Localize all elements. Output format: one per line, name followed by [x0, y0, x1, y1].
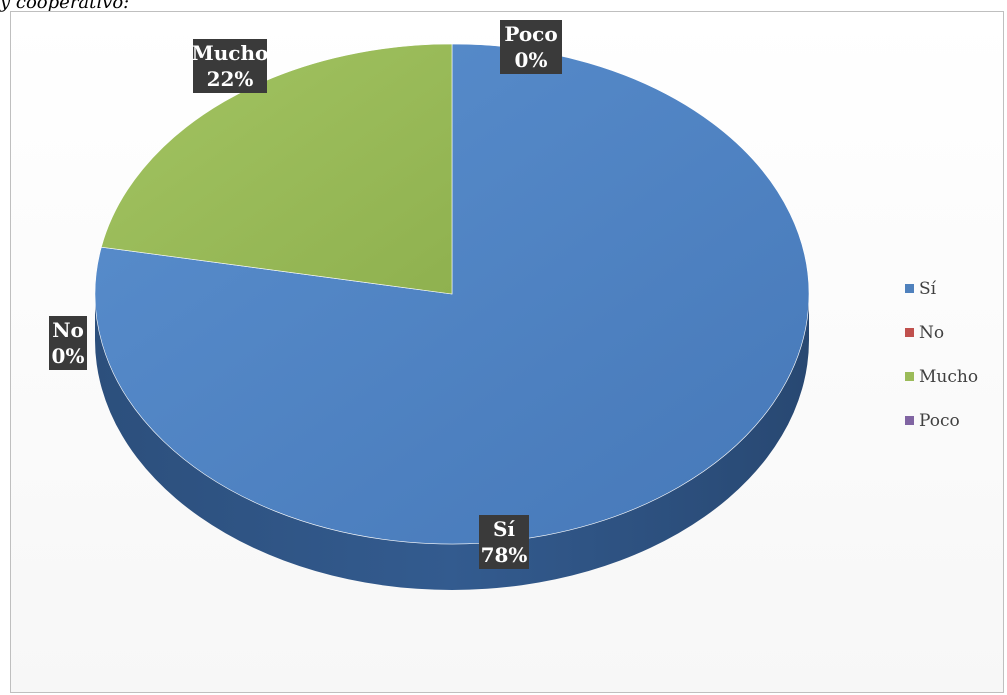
legend-swatch [905, 372, 914, 381]
pie-slice-2 [100, 43, 453, 295]
pie-side-layer [95, 294, 809, 590]
legend-label: Sí [919, 278, 937, 299]
data-label-percent: 0% [515, 48, 548, 72]
legend-label: Poco [919, 410, 960, 431]
pie-side-0 [95, 294, 809, 590]
data-label-category: Mucho [192, 41, 269, 65]
legend-item-3: Poco [905, 410, 978, 431]
legend-swatch [905, 416, 914, 425]
data-label-category: Poco [504, 22, 557, 46]
caption-text: y cooperativo: [0, 0, 130, 13]
data-label-box [49, 316, 87, 370]
data-label-category: No [52, 318, 84, 342]
legend-label: Mucho [919, 366, 979, 387]
chart-legend: Sí No Mucho Poco [905, 278, 978, 454]
data-label-percent: 78% [481, 543, 528, 567]
data-label-1: No0% [49, 316, 87, 370]
data-label-box [193, 39, 267, 93]
data-label-percent: 0% [52, 344, 85, 368]
legend-item-1: No [905, 322, 978, 343]
legend-item-2: Mucho [905, 366, 978, 387]
data-label-percent: 22% [207, 67, 254, 91]
legend-item-0: Sí [905, 278, 978, 299]
data-label-category: Sí [493, 517, 515, 541]
legend-swatch [905, 328, 914, 337]
data-label-box [479, 515, 529, 569]
legend-swatch [905, 284, 914, 293]
pie-top-layer [94, 43, 810, 545]
legend-label: No [919, 322, 945, 343]
data-label-box [500, 20, 562, 74]
